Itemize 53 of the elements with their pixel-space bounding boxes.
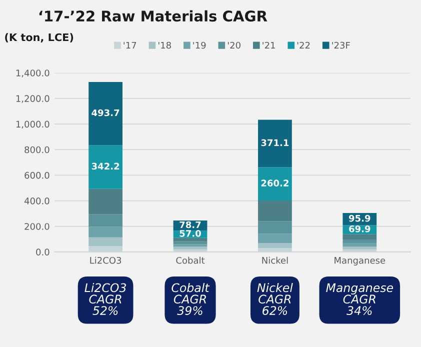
y-tick-label: 1,000.0	[16, 120, 50, 129]
bar	[88, 145, 122, 189]
bar	[173, 244, 208, 247]
data-label: 78.7	[180, 221, 201, 228]
x-tick-label: Nickel	[262, 256, 288, 264]
bar	[258, 248, 292, 252]
data-label: 371.1	[261, 139, 289, 146]
x-tick-label: Li2CO3	[90, 256, 122, 264]
bar	[88, 82, 122, 146]
data-label: 342.2	[92, 162, 120, 170]
data-label: 260.2	[261, 180, 288, 186]
legend-label: '20	[228, 42, 240, 49]
text: Manganese CAGR 34%	[326, 283, 394, 316]
legend-label: '17	[124, 42, 136, 49]
bar	[258, 167, 292, 201]
legend-label: '18	[158, 42, 171, 49]
y-tick-label: 800.0	[24, 146, 50, 154]
bar	[258, 221, 292, 234]
bar	[88, 188, 122, 214]
legend-label: '22	[297, 42, 310, 49]
y-tick-label: 1,400.0	[16, 70, 50, 78]
bar	[173, 246, 208, 250]
y-tick-label: 1,200.0	[16, 95, 50, 103]
bar	[342, 246, 377, 250]
text: Nickel CAGR 62%	[257, 283, 293, 316]
y-tick-label: 0.0	[36, 248, 50, 256]
x-tick-label: Manganese	[334, 257, 386, 266]
bar	[342, 240, 377, 244]
chart-title: ‘17-’22 Raw Materials CAGR	[39, 10, 268, 22]
y-tick-label: 400.0	[24, 197, 50, 204]
data-label: 69.9	[349, 225, 370, 232]
legend-label: '23F	[332, 42, 350, 49]
bar	[258, 234, 292, 243]
bar	[342, 234, 377, 240]
x-tick-label: Cobalt	[176, 256, 205, 264]
legend-label: '21	[262, 42, 275, 49]
y-tick-label: 200.0	[24, 223, 50, 230]
bar	[258, 200, 292, 222]
text: Li2CO3 CAGR 52%	[84, 283, 126, 316]
legend-label: '19	[193, 42, 206, 49]
bar	[258, 242, 292, 248]
bar	[88, 237, 122, 246]
bar	[173, 238, 208, 242]
data-label: 57.0	[180, 230, 201, 237]
bar	[88, 214, 122, 227]
bar	[258, 120, 292, 168]
data-label: 493.7	[92, 109, 120, 116]
y-tick-label: 600.0	[24, 172, 50, 179]
data-label: 95.9	[348, 214, 370, 222]
chart-subtitle: (K ton, LCE)	[5, 33, 74, 43]
bar	[342, 243, 377, 247]
text: Cobalt CAGR 39%	[172, 283, 210, 316]
bar	[88, 226, 122, 238]
